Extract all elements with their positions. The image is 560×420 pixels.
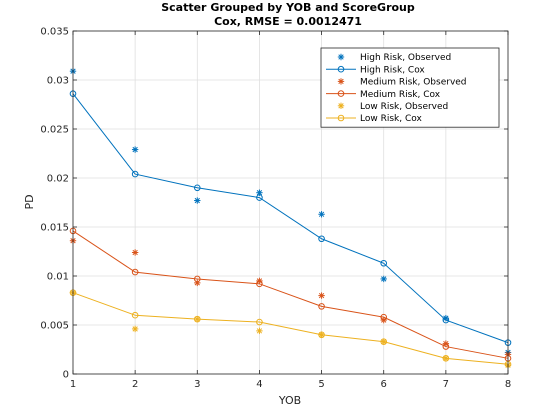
data-point [380, 259, 388, 267]
legend-label: High Risk, Cox [360, 65, 425, 75]
y-tick-label: 0.025 [40, 125, 69, 136]
series-3 [69, 227, 512, 362]
data-point [318, 331, 325, 339]
y-tick-label: 0.01 [47, 272, 69, 283]
legend-marker [337, 53, 345, 61]
data-point [256, 318, 263, 326]
x-tick-label: 5 [318, 379, 324, 390]
x-tick-label: 8 [505, 379, 511, 390]
data-point [256, 194, 263, 201]
y-tick-label: 0.03 [47, 76, 69, 87]
data-point [380, 275, 387, 283]
legend-label: Low Risk, Observed [360, 102, 448, 112]
x-tick-label: 6 [381, 379, 387, 390]
legend-item: High Risk, Cox [326, 65, 425, 75]
x-axis-ticks: 1 2 3 4 5 6 7 8 [70, 31, 511, 390]
chart-subtitle: Cox, RMSE = 0.0012471 [214, 15, 362, 28]
data-point [318, 235, 325, 243]
legend-marker [337, 102, 345, 109]
series-5 [69, 289, 512, 368]
data-point [442, 343, 450, 350]
data-point [131, 325, 139, 333]
plot-series [69, 67, 512, 369]
y-tick-label: 0.015 [40, 223, 69, 234]
data-point [318, 292, 325, 299]
data-point [380, 313, 388, 321]
data-point [442, 316, 450, 324]
data-point [442, 355, 450, 362]
legend-item: High Risk, Observed [337, 53, 451, 63]
series-2 [69, 237, 512, 358]
plot-area-border [72, 30, 509, 375]
data-point [193, 275, 201, 283]
data-point [380, 338, 388, 345]
legend-label: High Risk, Observed [360, 53, 451, 63]
legend-label: Low Risk, Cox [360, 114, 422, 124]
y-axis-ticks: 0 0.005 0.01 0.015 0.02 0.025 0.03 0.035 [40, 27, 508, 381]
data-point [193, 315, 201, 323]
y-tick-label: 0.005 [40, 321, 69, 332]
data-point [193, 184, 201, 192]
series-line [72, 93, 509, 344]
data-point [131, 170, 139, 178]
data-point [131, 146, 139, 153]
x-tick-label: 1 [70, 379, 76, 390]
data-point [256, 327, 263, 335]
x-tick-label: 4 [256, 379, 262, 390]
data-point [318, 211, 325, 218]
legend-label: Medium Risk, Cox [360, 90, 441, 100]
legend-item: Medium Risk, Cox [326, 90, 441, 100]
data-point [256, 189, 263, 196]
x-tick-label: 7 [443, 379, 449, 390]
series-line [72, 292, 509, 365]
y-axis-label: PD [23, 194, 36, 209]
x-axis-label: YOB [278, 394, 301, 407]
x-tick-label: 2 [132, 379, 138, 390]
legend-item: Low Risk, Observed [337, 102, 448, 112]
data-point [131, 268, 139, 276]
data-point [194, 197, 201, 204]
x-tick-label: 3 [194, 379, 200, 390]
legend-item: Low Risk, Cox [326, 114, 422, 124]
legend-marker [337, 78, 345, 85]
chart-title: Scatter Grouped by YOB and ScoreGroup [161, 1, 415, 14]
y-tick-label: 0.035 [40, 27, 69, 38]
legend-box [320, 47, 500, 128]
data-point [131, 249, 139, 256]
data-point [318, 303, 325, 310]
series-line [72, 230, 509, 359]
y-tick-label: 0 [63, 370, 69, 381]
y-tick-label: 0.02 [47, 174, 69, 185]
data-point [256, 280, 263, 288]
legend-item: Medium Risk, Observed [337, 78, 467, 88]
legend-label: Medium Risk, Observed [360, 78, 467, 88]
legend: High Risk, Observed High Risk, Cox Medium … [320, 47, 500, 128]
data-point [131, 311, 139, 319]
